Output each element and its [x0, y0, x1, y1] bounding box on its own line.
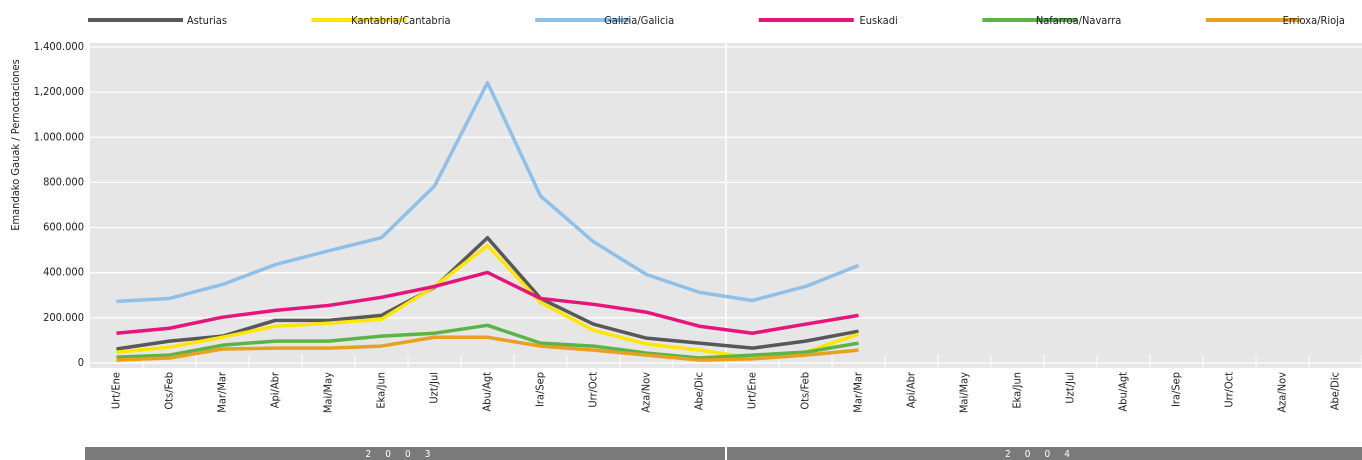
y-tick-label: 1.400.000 — [34, 40, 84, 53]
x-tick-label: Mar/Mar — [216, 371, 229, 413]
y-tick-label: 200.000 — [43, 311, 84, 324]
x-tick-label: Ots/Feb — [799, 372, 812, 410]
year-bar — [727, 447, 1362, 460]
x-tick-label: Eka/Jun — [375, 372, 388, 409]
y-tick-label: 1.000.000 — [34, 130, 84, 143]
series-line — [116, 335, 859, 362]
x-tick-label: Abu/Agt — [1117, 372, 1130, 412]
y-tick-label: 1,200,000 — [34, 85, 84, 98]
year-label: 2003 — [366, 449, 445, 460]
x-tick-label: Abu/Agt — [481, 372, 494, 412]
series-line — [116, 270, 859, 335]
x-tick-label: Uzt/Jul — [428, 372, 441, 404]
legend-label: Euskadi — [859, 14, 897, 27]
x-tick-label: Eka/Jun — [1011, 372, 1024, 409]
x-tick-label: Mai/May — [958, 372, 971, 413]
y-tick-label: 400.000 — [43, 266, 84, 279]
series-line — [116, 80, 860, 304]
x-tick-label: Api/Abr — [905, 371, 918, 408]
x-tick-label: Mai/May — [322, 372, 335, 413]
series-line — [116, 323, 859, 360]
y-tick-label: 800.000 — [43, 175, 84, 188]
y-tick-label: 0 — [78, 356, 84, 369]
series-line — [116, 235, 859, 351]
x-tick-label: Aza/Nov — [1276, 372, 1289, 413]
y-axis-label: Emandako Gauak / Pernoctaciones — [9, 59, 22, 231]
legend-label: Errioxa/Rioja — [1283, 14, 1345, 27]
x-tick-label: Ots/Feb — [163, 372, 176, 410]
x-tick-label: Urt/Ene — [746, 372, 759, 409]
x-tick-label: Urt/Ene — [110, 372, 123, 409]
legend-label: Galizia/Galicia — [604, 14, 674, 27]
x-tick-label: Urr/Oct — [587, 372, 600, 408]
x-tick-label: Api/Abr — [269, 371, 282, 408]
x-tick-label: Abe/Dic — [693, 372, 706, 410]
x-tick-label: Abe/Dic — [1329, 372, 1342, 410]
legend-label: Asturias — [187, 14, 227, 27]
year-label: 2004 — [1005, 449, 1084, 460]
year-bar — [85, 447, 725, 460]
y-tick-label: 600.000 — [43, 221, 84, 234]
x-tick-label: Uzt/Jul — [1064, 372, 1077, 404]
legend-label: Nafarroa/Navarra — [1036, 14, 1122, 27]
x-tick-label: Urr/Oct — [1223, 372, 1236, 408]
x-tick-label: Aza/Nov — [640, 372, 653, 413]
x-tick-label: Ira/Sep — [534, 372, 547, 407]
x-tick-label: Ira/Sep — [1170, 372, 1183, 407]
legend-label: Kantabria/Cantabria — [351, 14, 450, 27]
x-tick-label: Mar/Mar — [852, 371, 865, 413]
